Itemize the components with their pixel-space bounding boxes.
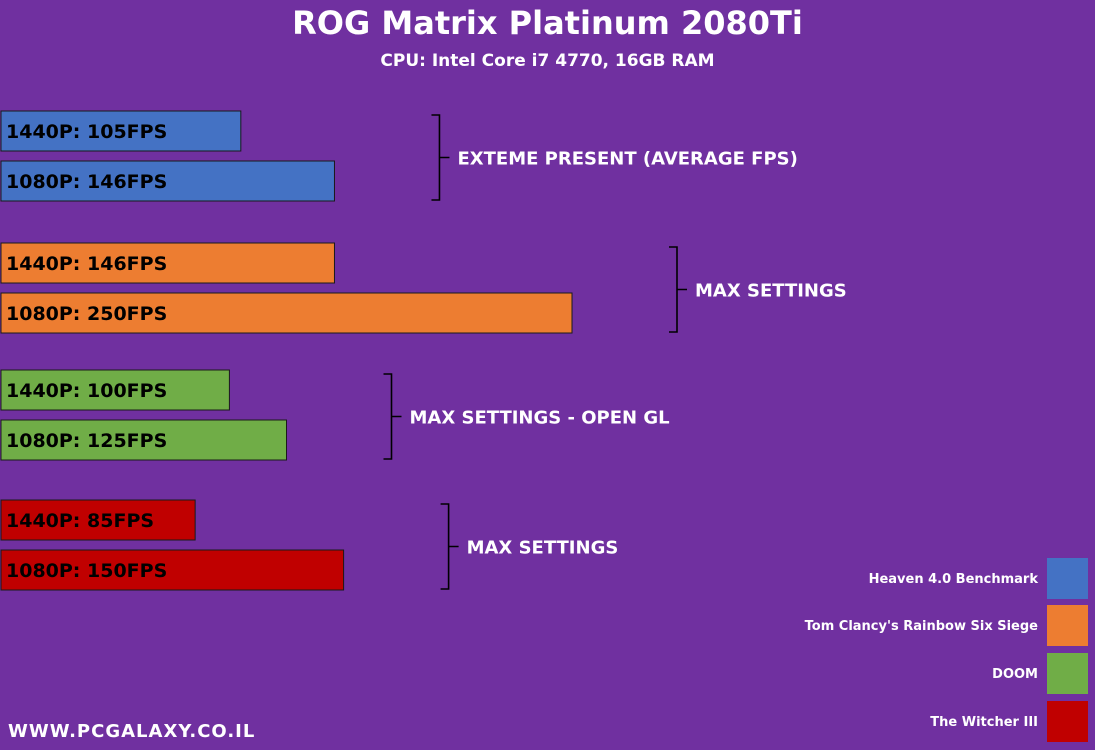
bar-data-label: 1440P: 100FPS [6, 380, 167, 402]
group-setting-label: MAX SETTINGS [695, 281, 847, 302]
group-bracket [383, 373, 402, 460]
legend-entry: The Witcher III [930, 715, 1038, 730]
legend-swatch [1047, 653, 1088, 694]
legend-swatch [1047, 605, 1088, 646]
group-setting-label: MAX SETTINGS [467, 538, 619, 559]
group-bracket [431, 114, 450, 201]
bar-data-label: 1440P: 85FPS [6, 510, 154, 532]
bar-data-label: 1440P: 146FPS [6, 253, 167, 275]
group-bracket [669, 246, 687, 333]
legend-entry: DOOM [992, 667, 1038, 682]
bar-data-label: 1440P: 105FPS [6, 121, 167, 143]
chart-title: ROG Matrix Platinum 2080Ti [292, 4, 803, 42]
bar-data-label: 1080P: 146FPS [6, 171, 167, 193]
bar-data-label: 1080P: 150FPS [6, 560, 167, 582]
website-footer: WWW.PCGALAXY.CO.IL [8, 721, 256, 742]
bar [0, 292, 573, 334]
legend-swatch [1047, 558, 1088, 599]
bar [0, 242, 335, 284]
bar [0, 499, 196, 541]
chart-subtitle: CPU: Intel Core i7 4770, 16GB RAM [380, 51, 715, 71]
bar [0, 160, 335, 202]
group-setting-label: EXTEME PRESENT (AVERAGE FPS) [457, 149, 797, 170]
legend-swatch [1047, 701, 1088, 742]
bar-data-label: 1080P: 250FPS [6, 303, 167, 325]
bar [0, 549, 345, 591]
group-bracket [440, 503, 459, 590]
bar [0, 419, 287, 461]
bar [0, 369, 230, 411]
legend-entry: Heaven 4.0 Benchmark [869, 572, 1039, 587]
legend-entry: Tom Clancy's Rainbow Six Siege [805, 619, 1039, 634]
group-setting-label: MAX SETTINGS - OPEN GL [410, 408, 670, 429]
bar [0, 110, 242, 152]
bar-data-label: 1080P: 125FPS [6, 430, 167, 452]
